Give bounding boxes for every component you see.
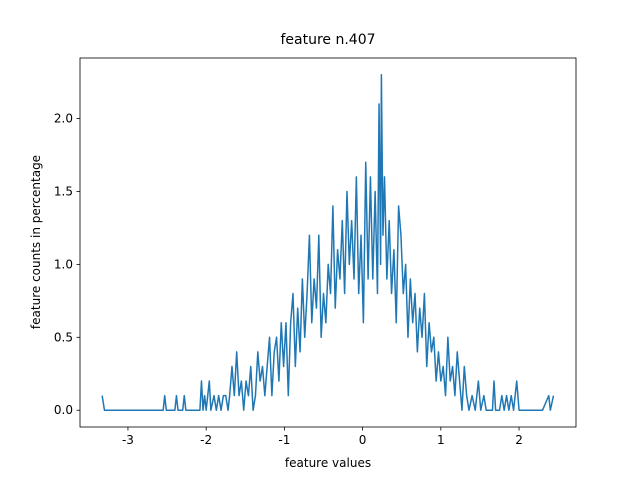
x-tick-label: 1 xyxy=(437,433,445,447)
x-tick-label: -2 xyxy=(200,433,212,447)
plot-frame xyxy=(79,57,577,428)
y-axis-label: feature counts in percentage xyxy=(29,155,43,329)
chart-title: feature n.407 xyxy=(280,32,375,48)
y-tick-label: 2.0 xyxy=(54,112,73,126)
y-tick-label: 1.0 xyxy=(54,257,73,271)
x-axis-label: feature values xyxy=(285,456,371,470)
y-tick-label: 0.5 xyxy=(54,330,73,344)
data-line xyxy=(101,74,555,411)
x-tick-label: -3 xyxy=(122,433,134,447)
y-tick-label: 0.0 xyxy=(54,403,73,417)
x-tick-label: -1 xyxy=(278,433,290,447)
x-tick-label: 0 xyxy=(359,433,367,447)
x-tick-label: 2 xyxy=(515,433,523,447)
y-tick-label: 1.5 xyxy=(54,184,73,198)
